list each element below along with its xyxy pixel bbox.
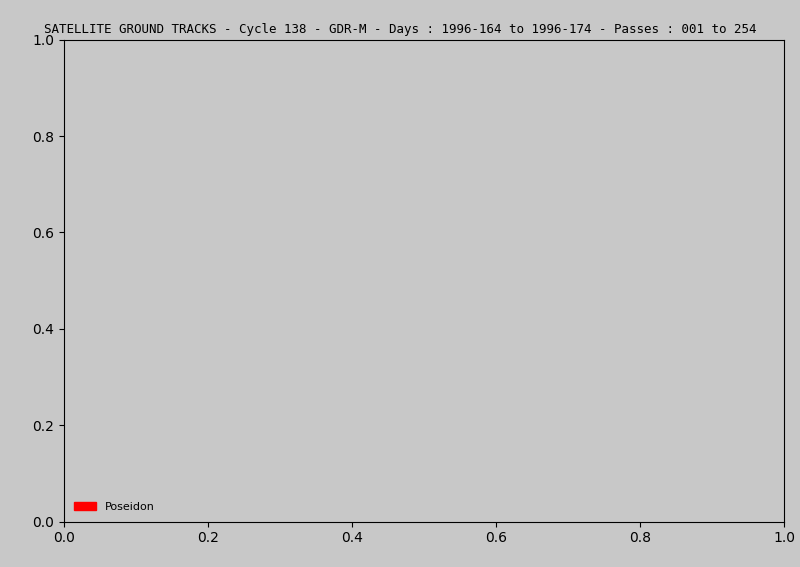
Text: SATELLITE GROUND TRACKS - Cycle 138 - GDR-M - Days : 1996-164 to 1996-174 - Pass: SATELLITE GROUND TRACKS - Cycle 138 - GD… [44, 23, 756, 36]
Legend: Poseidon: Poseidon [70, 497, 159, 516]
